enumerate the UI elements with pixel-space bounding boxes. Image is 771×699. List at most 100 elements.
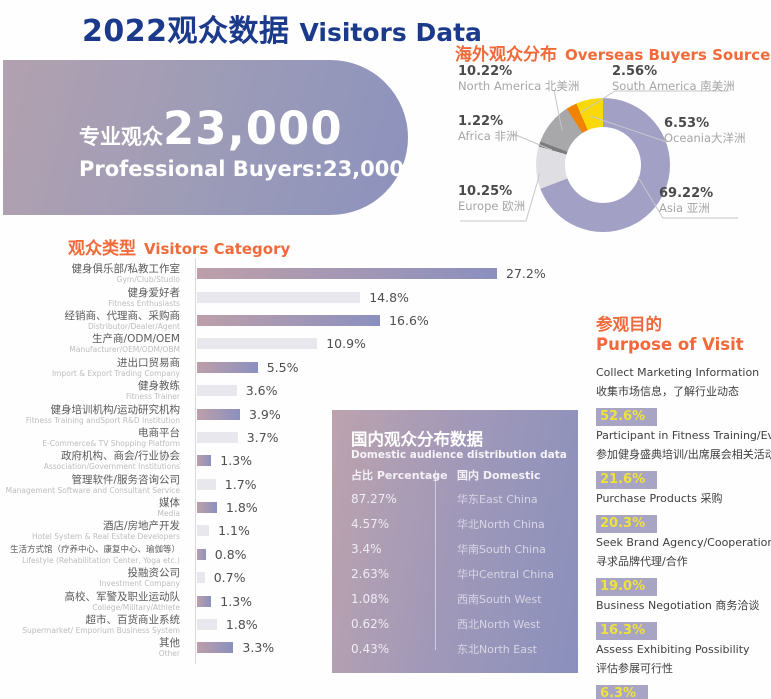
purpose-items: Collect Marketing Information 收集市场信息，了解行业…	[596, 367, 771, 699]
category-label-en: Management Software and Consultant Servi…	[5, 485, 180, 495]
domestic-row-region: 东北North East	[457, 642, 537, 656]
domestic-row-pct: 87.27%	[351, 491, 397, 506]
donut-pct-africa: 1.22%	[458, 114, 504, 129]
category-label-en: Supermarket/ Emporium Business System	[22, 626, 180, 636]
domestic-row: 0.43% 东北North East	[351, 636, 566, 661]
category-row: 生产商/ODM/OEM Manufacturer/OEM/ODM/OBM 10.9%	[0, 332, 590, 355]
domestic-row: 87.27% 华东East China	[351, 486, 566, 511]
purpose-section: 参观目的 Purpose of Visit Collect Marketing …	[596, 315, 771, 699]
purpose-item-badge: 21.6%	[596, 471, 658, 489]
donut-name-oceania: Oceania大洋洲	[664, 131, 746, 145]
category-label-en: Fitness Trainer	[125, 392, 180, 402]
category-value: 1.1%	[218, 523, 250, 539]
purpose-item: Seek Brand Agency/Cooperation 寻求品牌代理/合作 19…	[596, 537, 771, 600]
purpose-item: Business Negotiation 商务洽谈 16.3%	[596, 600, 771, 644]
purpose-item-line1: Assess Exhibiting Possibility	[596, 643, 750, 656]
domestic-row: 4.57% 华北North China	[351, 511, 566, 536]
domestic-row-pct: 1.08%	[351, 591, 390, 606]
category-value: 1.8%	[225, 617, 258, 633]
domestic-row-region: 西北North West	[457, 617, 541, 631]
category-label: 高校、军警及职业运动队 College/Military/Athlete	[0, 590, 181, 612]
overseas-donut-hole	[565, 127, 641, 203]
domestic-row-pct: 0.43%	[351, 641, 390, 656]
category-value: 5.5%	[266, 359, 299, 375]
category-bar	[197, 291, 361, 303]
category-label: 经销商、代理商、采购商 Distributor/Dealer/Agent	[0, 309, 181, 331]
category-row: 媒体 Media 1.8%	[0, 496, 590, 519]
category-bar	[197, 431, 238, 443]
donut-pct-asia: 69.22%	[659, 186, 714, 201]
category-value: 1.8%	[225, 500, 258, 516]
category-row: 健身培训机构/运动研究机构 Fitness Training andSport R…	[0, 402, 590, 425]
category-label-en: Lifestyle (Rehabilitation Center, Yoga e…	[22, 555, 180, 565]
domestic-row: 0.62% 西北North West	[351, 611, 566, 636]
category-bar	[197, 642, 234, 654]
buyers-label-en: Professional Buyers:23,000	[79, 157, 404, 181]
donut-pct-north-america: 10.22%	[458, 64, 513, 79]
category-label-en: Import & Export Trading Company	[51, 368, 180, 378]
buyers-count-line: 专业观众23,000	[79, 102, 404, 155]
category-axis-line	[195, 258, 196, 664]
donut-label-africa: 1.22% Africa 非洲	[458, 114, 517, 143]
category-label-en: Investment Company	[99, 579, 180, 589]
category-label-zh: 经销商、代理商、采购商	[64, 309, 181, 322]
category-label-zh: 高校、军警及职业运动队	[64, 590, 181, 603]
category-label: 生产商/ODM/OEM Manufacturer/OEM/ODM/OBM	[0, 333, 180, 354]
category-heading-zh: 观众类型	[68, 239, 136, 259]
category-label-zh: 健身培训机构/运动研究机构	[50, 403, 180, 416]
category-value: 10.9%	[326, 336, 366, 352]
buyers-count: 23,000	[163, 102, 343, 155]
category-label-zh: 电商平台	[138, 426, 180, 439]
domestic-row-pct: 2.63%	[351, 566, 390, 581]
category-value: 27.2%	[506, 266, 546, 282]
domestic-row: 3.4% 华南South China	[351, 536, 566, 561]
category-bar	[197, 619, 217, 631]
donut-name-europe: Europe 欧洲	[458, 199, 526, 213]
purpose-heading-zh: 参观目的	[596, 315, 662, 334]
category-bar	[197, 548, 206, 560]
category-row: 酒店/房地产开发 Hotel System & Real Estate Devel…	[0, 519, 590, 542]
buyers-label-zh: 专业观众	[79, 125, 163, 149]
category-label: 其他 Other	[0, 637, 180, 658]
donut-pct-south-america: 2.56%	[612, 64, 658, 79]
category-row: 经销商、代理商、采购商 Distributor/Dealer/Agent 16.6%	[0, 309, 590, 332]
category-label-zh: 超市、百货商业系统	[85, 614, 181, 627]
purpose-item-line2: 参加健身盛典培训/出席展会相关活动	[596, 448, 771, 461]
domestic-col-region: 国内 Domestic	[457, 469, 541, 482]
domestic-rows: 87.27% 华东East China 4.57% 华北North China 3.4%…	[351, 486, 566, 661]
purpose-item-line1: Seek Brand Agency/Cooperation	[596, 536, 771, 549]
category-label-zh: 其他	[159, 637, 180, 650]
purpose-item-line2: 评估参展可行性	[596, 662, 673, 675]
domestic-row-pct: 4.57%	[351, 516, 390, 531]
category-bar	[197, 268, 497, 280]
purpose-item-badge: 16.3%	[596, 622, 658, 640]
category-bar	[197, 595, 212, 607]
purpose-item: Purchase Products 采购 20.3%	[596, 493, 771, 537]
category-label-en: Media	[157, 509, 180, 519]
category-label: 政府机构、商会/行业协会 Association/Government Insti…	[0, 450, 180, 471]
category-value: 1.3%	[220, 453, 253, 469]
category-bar	[197, 408, 240, 420]
category-label: 健身俱乐部/私教工作室 Gym/Club/Studio	[0, 263, 180, 284]
category-value: 3.7%	[246, 429, 279, 445]
category-label: 生活方式馆（疗养中心、康复中心、瑜伽等） Lifestyle (Rehabilit…	[0, 544, 180, 565]
domestic-row: 1.08% 西南South West	[351, 586, 566, 611]
category-label: 进出口贸易商 Import & Export Trading Company	[0, 357, 180, 378]
donut-name-africa: Africa 非洲	[458, 129, 518, 143]
domestic-row-pct: 0.62%	[351, 616, 390, 631]
category-bar	[197, 361, 258, 373]
category-label: 超市、百货商业系统 Supermarket/ Emporium Business …	[0, 614, 180, 635]
donut-label-south-america: 2.56% South America 南美洲	[612, 64, 735, 93]
domestic-row-region: 华北North China	[457, 517, 545, 531]
category-value: 14.8%	[369, 289, 409, 305]
category-label-zh: 投融资公司	[127, 567, 181, 580]
category-row: 政府机构、商会/行业协会 Association/Government Insti…	[0, 449, 590, 472]
domestic-row-region: 华南South China	[457, 542, 546, 556]
category-label-en: Gym/Club/Studio	[116, 275, 180, 285]
category-label-zh: 进出口贸易商	[117, 356, 180, 369]
overseas-heading-en: Overseas Buyers Source	[565, 46, 771, 64]
category-bar	[197, 478, 216, 490]
purpose-item-line2: 收集市场信息，了解行业动态	[596, 385, 739, 398]
category-label-zh: 管理软件/服务咨询公司	[71, 473, 180, 486]
